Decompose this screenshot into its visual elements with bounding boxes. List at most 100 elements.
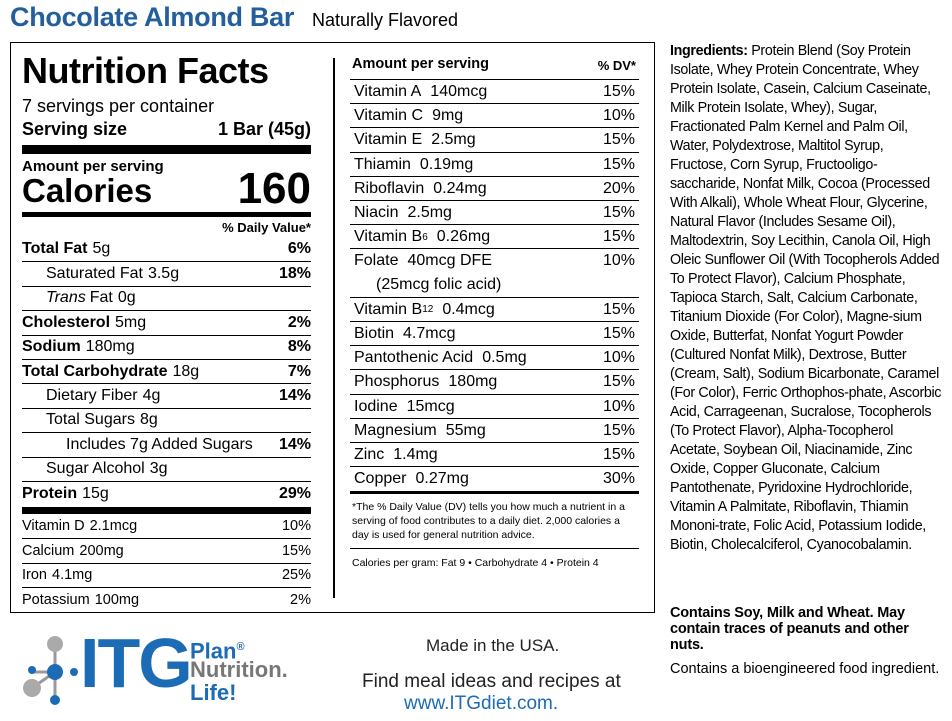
serving-size: 1 Bar (45g) [217,119,311,139]
vitamin-line: Vitamin C 9mg 10% [350,104,639,128]
vitamin-amount: 40mcg DFE [407,252,492,270]
vitamin-amount: 0.26mg [436,228,491,246]
nutrient-dv: 2% [287,313,311,331]
vitamin-name: Folate [354,252,399,270]
vitamin-line: Phosphorus 180mg 15% [350,370,639,394]
footnote: *The % Daily Value (DV) tells you how mu… [352,501,625,541]
vitamin-dv: 15% [602,325,635,342]
vitamin-row: Vitamin C 9mg 10% [350,103,639,127]
vitamin-line: Iodine 15mcg 10% [350,395,639,419]
vitamin-amount: 2.5mg [407,204,452,221]
mineral-row: Vitamin D 2.1mcg 10% [22,514,311,538]
vitamin-amount: 4.7mcg [403,325,456,342]
vitamin-name: Vitamin B [354,300,423,318]
nutrient-amount: 15g [82,484,109,502]
vitamin-amount: 1.4mg [393,446,438,463]
vitamin-amount: 180mg [448,373,498,391]
vitamin-dv: 15% [602,131,635,149]
vitamin-dv: 15% [602,83,635,100]
nutrient-dv: 18% [278,265,311,283]
vitamin-name: Iodine [354,397,398,415]
vitamin-line: Vitamin B 12 0.4mcg 15% [350,298,639,322]
nutrient-dv: 8% [287,338,311,356]
nutrient-name: Sodium [22,338,81,356]
mineral-name: Iron [22,567,47,584]
nutrient-name: Fat [89,289,113,307]
registered: ® [236,641,245,653]
amount-label: Amount per serving [22,158,164,175]
nutrient-amount: 3.5g [147,265,180,283]
nutrient-amount: 180mg [85,338,135,356]
vitamin-amount: 0.5mg [482,349,527,367]
mineral-row: Calcium 200mg 15% [22,538,311,562]
nutrient-name: Saturated Fat [46,265,143,283]
vitamin-line: Riboflavin 0.24mg 20% [350,177,639,201]
vitamin-name: Niacin [354,204,399,221]
ingredients: Ingredients: Protein Blend (Soy Protein … [670,42,942,555]
vitamin-dv: 15% [602,446,635,463]
mineral-dv: 2% [290,591,311,608]
nutrient-dv: 29% [278,484,311,502]
find: Find meal ideas and recipes at [362,671,621,692]
mineral-dv: 10% [281,518,311,535]
nutrient-amount: 3g [149,460,168,478]
vitamin-name: Magnesium [354,421,437,439]
vitamin-amount: 0.27mg [415,470,469,488]
thick-rule [22,507,311,514]
vitamin-name: Biotin [354,325,395,342]
vitamin-dv: 10% [602,252,635,270]
vitamin-line: Niacin 2.5mg 15% [350,201,639,225]
vitamin-name: Phosphorus [354,373,440,391]
mineral-amount: 4.1mg [52,567,93,584]
nutrient-row: Total Fat 5g 6% [22,237,311,261]
vitamin-name: Pantothenic Acid [354,349,474,367]
nutrient-amount: 5mg [115,313,147,331]
vitamin-dv: 15% [602,421,635,439]
label-box [10,42,655,613]
plan: Plan [190,638,237,664]
right-header: Amount per serving [352,56,489,72]
vitamin-dv: 10% [602,349,635,367]
vitamin-name: Vitamin C [354,107,424,125]
vitamin-row: Biotin 4.7mcg 15% [350,321,639,345]
nutrient-prefix: Trans [46,289,86,307]
vitamin-dv: 15% [602,373,635,391]
nutrient-row: Trans Fat 0g [22,285,311,310]
vitamin-name: Zinc [354,446,385,463]
nutrient-row: Saturated Fat 3.5g 18% [22,261,311,285]
vitamin-dv: 20% [602,179,635,197]
mineral-dv: 15% [281,542,311,559]
vitamin-amount: 55mg [445,421,486,439]
vitamin-dv: 15% [602,300,635,318]
vitamin-row: Folate 40mcg DFE 10% (25mcg folic acid) [350,248,639,296]
vitamin-amount: 0.19mg [419,155,474,173]
nutrient-dv: 14% [278,387,311,405]
product-title: Chocolate Almond Bar [10,2,295,32]
vitamin-line: Thiamin 0.19mg 15% [350,153,639,177]
vitamin-sub: 12 [422,304,434,316]
logo-plan: Plan® [190,636,245,662]
nutrient-name: Sugar Alcohol [46,460,145,478]
vitamin-name: Vitamin A [354,83,422,100]
mineral-amount: 2.1mcg [89,518,138,535]
nutrient-name: Dietary Fiber [46,387,138,405]
vitamin-line: Zinc 1.4mg 15% [350,443,639,467]
vitamin-amount: 0.4mcg [442,300,495,318]
vitamin-line: Vitamin E 2.5mg 15% [350,128,639,152]
vitamin-dv: 15% [602,228,635,246]
nutrient-dv: 6% [287,240,311,258]
nutrient-dv: 14% [278,435,311,453]
vitamin-row: Phosphorus 180mg 15% [350,369,639,393]
mineral-row: Iron 4.1mg 25% [22,562,311,587]
vitamin-name: Thiamin [354,155,411,173]
vitamin-dv: 15% [602,204,635,221]
vitamin-note: (25mcg folic acid) [376,276,502,294]
vitamin-row: Vitamin B 6 0.26mg 15% [350,224,639,248]
mineral-amount: 100mg [94,591,140,608]
calories-label: Calories [22,172,153,209]
vitamin-row: Iodine 15mcg 10% [350,393,639,419]
vitamin-dv: 10% [602,107,635,125]
vitamin-line: Folate 40mcg DFE 10% [350,249,639,273]
vitamin-row: Copper 0.27mg 30% [350,466,639,490]
